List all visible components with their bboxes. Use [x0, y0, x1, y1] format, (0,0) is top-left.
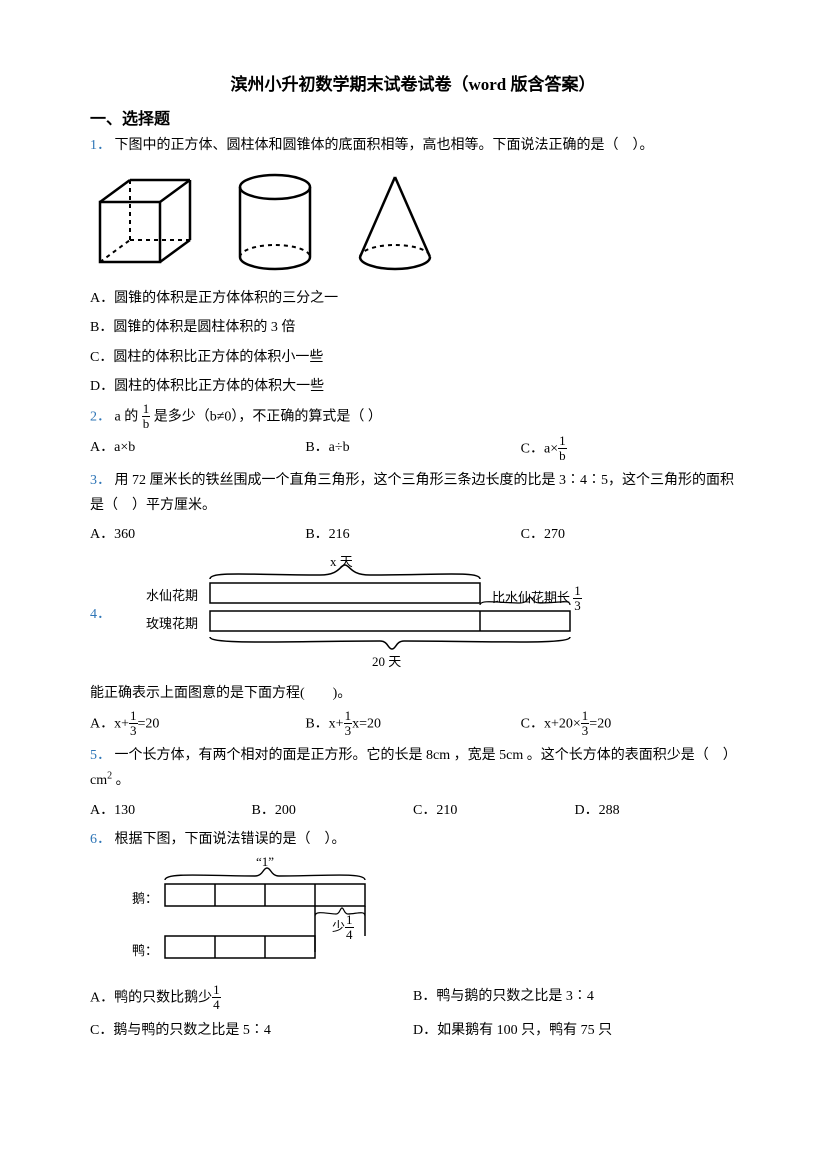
section-heading-1: 一、选择题	[90, 105, 736, 129]
q2-fraction-1b: 1b	[142, 402, 151, 430]
q6-option-c: C．鹅与鸭的只数之比是 5∶4	[90, 1018, 413, 1043]
q5-option-c: C．210	[413, 798, 575, 823]
q1-shapes	[90, 172, 736, 272]
q5-option-a: A．130	[90, 798, 252, 823]
cube-shape	[90, 172, 200, 272]
q4-label-xdays: x 天	[330, 551, 353, 570]
q1-number: 1．	[90, 138, 111, 153]
q6-text: 根据下图，下面说法错误的是（ ）。	[115, 832, 346, 847]
q6-label-less: 少14	[332, 914, 354, 942]
q4-option-a: A．x+13=20	[90, 710, 305, 738]
q1-option-a: A．圆锥的体积是正方体体积的三分之一	[90, 286, 736, 311]
q2-option-b: B．a÷b	[305, 435, 520, 463]
q5-number: 5．	[90, 748, 111, 763]
q6-option-a: A．鸭的只数比鹅少14	[90, 984, 413, 1012]
q6-number: 6．	[90, 832, 111, 847]
q5-option-d: D．288	[575, 798, 737, 823]
q6-label-one: “1”	[256, 854, 274, 870]
q1-text: 下图中的正方体、圆柱体和圆锥体的底面积相等，高也相等。下面说法正确的是（ ）。	[115, 138, 654, 153]
q3-option-c: C．270	[521, 522, 736, 547]
cone-shape	[350, 172, 440, 272]
q4-label-extra: 比水仙花期长 13	[492, 585, 582, 613]
q1-option-c: C．圆柱的体积比正方体的体积小一些	[90, 345, 736, 370]
q3-option-b: B．216	[305, 522, 520, 547]
q3-text: 用 72 厘米长的铁丝围成一个直角三角形，这个三角形三条边长度的比是 3∶4∶5…	[90, 473, 734, 513]
q4-option-c: C．x+20×13=20	[521, 710, 736, 738]
q6-option-b: B．鸭与鹅的只数之比是 3∶4	[413, 984, 736, 1012]
q6-label-goose: 鹅：	[132, 888, 158, 907]
q4-lead: 能正确表示上面图意的是下面方程( )。	[90, 681, 736, 706]
q6-option-d: D．如果鹅有 100 只，鸭有 75 只	[413, 1018, 736, 1043]
q4-label-narcissus: 水仙花期	[146, 585, 198, 604]
page-title: 滨州小升初数学期末试卷试卷（word 版含答案）	[90, 70, 736, 95]
q1-option-b: B．圆锥的体积是圆柱体积的 3 倍	[90, 315, 736, 340]
q3-number: 3．	[90, 473, 111, 488]
q2-number: 2．	[90, 409, 111, 424]
q5-text: 一个长方体，有两个相对的面是正方形。它的长是 8cm ，宽是 5cm 。这个长方…	[90, 748, 730, 789]
q5-option-b: B．200	[252, 798, 414, 823]
q3-option-a: A．360	[90, 522, 305, 547]
q2-option-c: C．a×1b	[521, 435, 736, 463]
q4-number: 4．	[90, 603, 111, 623]
q2-text-part1: a 的	[115, 409, 139, 424]
q4-option-b: B．x+13x=20	[305, 710, 520, 738]
q4-label-rose: 玫瑰花期	[146, 613, 198, 632]
q2-option-a: A．a×b	[90, 435, 305, 463]
q6-label-duck: 鸭：	[132, 940, 158, 959]
q2-text-part2: 是多少（b≠0），不正确的算式是（ ）	[154, 409, 382, 424]
cylinder-shape	[230, 172, 320, 272]
q1-option-d: D．圆柱的体积比正方体的体积大一些	[90, 374, 736, 399]
q4-label-20days: 20 天	[372, 651, 401, 670]
